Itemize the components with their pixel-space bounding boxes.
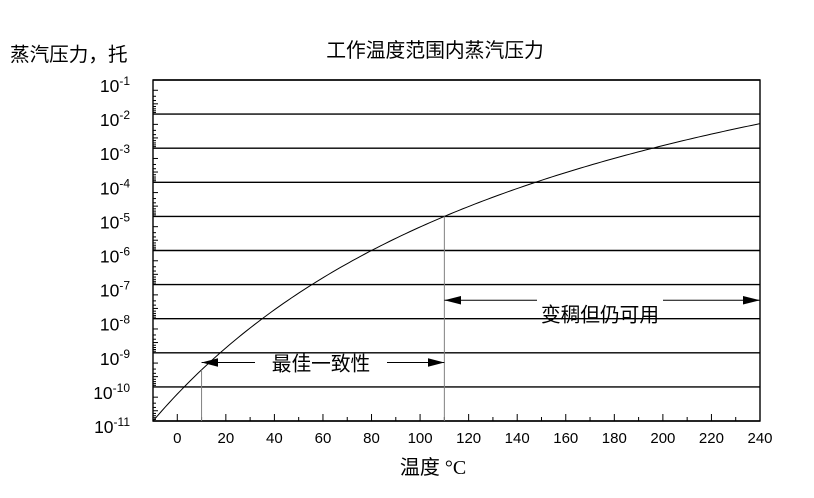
svg-text:10-2: 10-2: [100, 108, 130, 130]
svg-text:200: 200: [650, 430, 675, 447]
svg-text:220: 220: [699, 430, 724, 447]
svg-text:100: 100: [408, 430, 433, 447]
svg-text:变稠但仍可用: 变稠但仍可用: [541, 304, 659, 326]
svg-text:10-1: 10-1: [100, 74, 130, 96]
svg-text:160: 160: [553, 430, 578, 447]
svg-text:10-11: 10-11: [94, 415, 130, 437]
svg-text:40: 40: [266, 430, 283, 447]
svg-text:10-8: 10-8: [100, 313, 130, 335]
svg-text:10-4: 10-4: [100, 176, 130, 198]
svg-text:10-3: 10-3: [100, 142, 130, 164]
svg-text:10-7: 10-7: [100, 279, 130, 301]
svg-text:最佳一致性: 最佳一致性: [272, 353, 370, 375]
svg-text:工作温度范围内蒸汽压力: 工作温度范围内蒸汽压力: [326, 40, 544, 62]
svg-text:10-5: 10-5: [100, 210, 130, 232]
svg-text:10-10: 10-10: [93, 381, 130, 403]
svg-text:蒸汽压力，托: 蒸汽压力，托: [10, 44, 128, 66]
svg-text:80: 80: [363, 430, 380, 447]
svg-text:10-6: 10-6: [100, 245, 130, 267]
svg-text:240: 240: [747, 430, 772, 447]
svg-text:140: 140: [505, 430, 530, 447]
svg-text:120: 120: [456, 430, 481, 447]
svg-text:60: 60: [315, 430, 332, 447]
svg-text:温度 °C: 温度 °C: [400, 456, 466, 479]
svg-text:20: 20: [217, 430, 234, 447]
svg-text:180: 180: [602, 430, 627, 447]
svg-text:10-9: 10-9: [100, 347, 130, 369]
svg-text:0: 0: [173, 430, 181, 447]
